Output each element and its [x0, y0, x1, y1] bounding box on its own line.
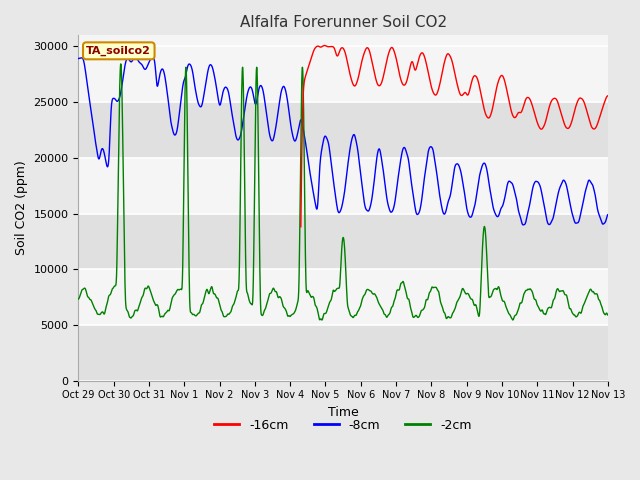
-8cm	[135, 59, 143, 65]
Bar	[79, 325, 608, 381]
Legend: -16cm, -8cm, -2cm: -16cm, -8cm, -2cm	[209, 414, 477, 437]
-2cm	[166, 303, 174, 309]
-16cm	[604, 93, 612, 99]
-8cm	[301, 134, 308, 140]
X-axis label: Time: Time	[328, 406, 358, 419]
Line: -16cm: -16cm	[301, 46, 608, 227]
Bar	[79, 158, 608, 214]
-8cm	[278, 87, 285, 93]
-8cm	[594, 207, 602, 213]
-8cm	[131, 55, 139, 60]
-2cm	[117, 61, 125, 67]
-8cm	[166, 116, 174, 121]
-2cm	[594, 293, 602, 299]
Y-axis label: Soil CO2 (ppm): Soil CO2 (ppm)	[15, 161, 28, 255]
Text: TA_soilco2: TA_soilco2	[86, 46, 151, 56]
Line: -2cm: -2cm	[79, 64, 608, 320]
-16cm	[536, 126, 544, 132]
-2cm	[318, 317, 326, 323]
-8cm	[520, 222, 527, 228]
-2cm	[537, 308, 545, 314]
-2cm	[301, 182, 308, 188]
-16cm	[593, 121, 601, 127]
-8cm	[75, 56, 83, 61]
Bar	[79, 214, 608, 269]
-2cm	[135, 303, 143, 309]
Bar	[79, 47, 608, 102]
-8cm	[537, 185, 545, 191]
-2cm	[278, 297, 285, 303]
Title: Alfalfa Forerunner Soil CO2: Alfalfa Forerunner Soil CO2	[239, 15, 447, 30]
-16cm	[301, 78, 308, 84]
-8cm	[604, 212, 612, 217]
Bar	[79, 269, 608, 325]
-2cm	[604, 312, 612, 318]
Line: -8cm: -8cm	[79, 58, 608, 225]
Bar	[79, 102, 608, 158]
-2cm	[75, 296, 83, 302]
